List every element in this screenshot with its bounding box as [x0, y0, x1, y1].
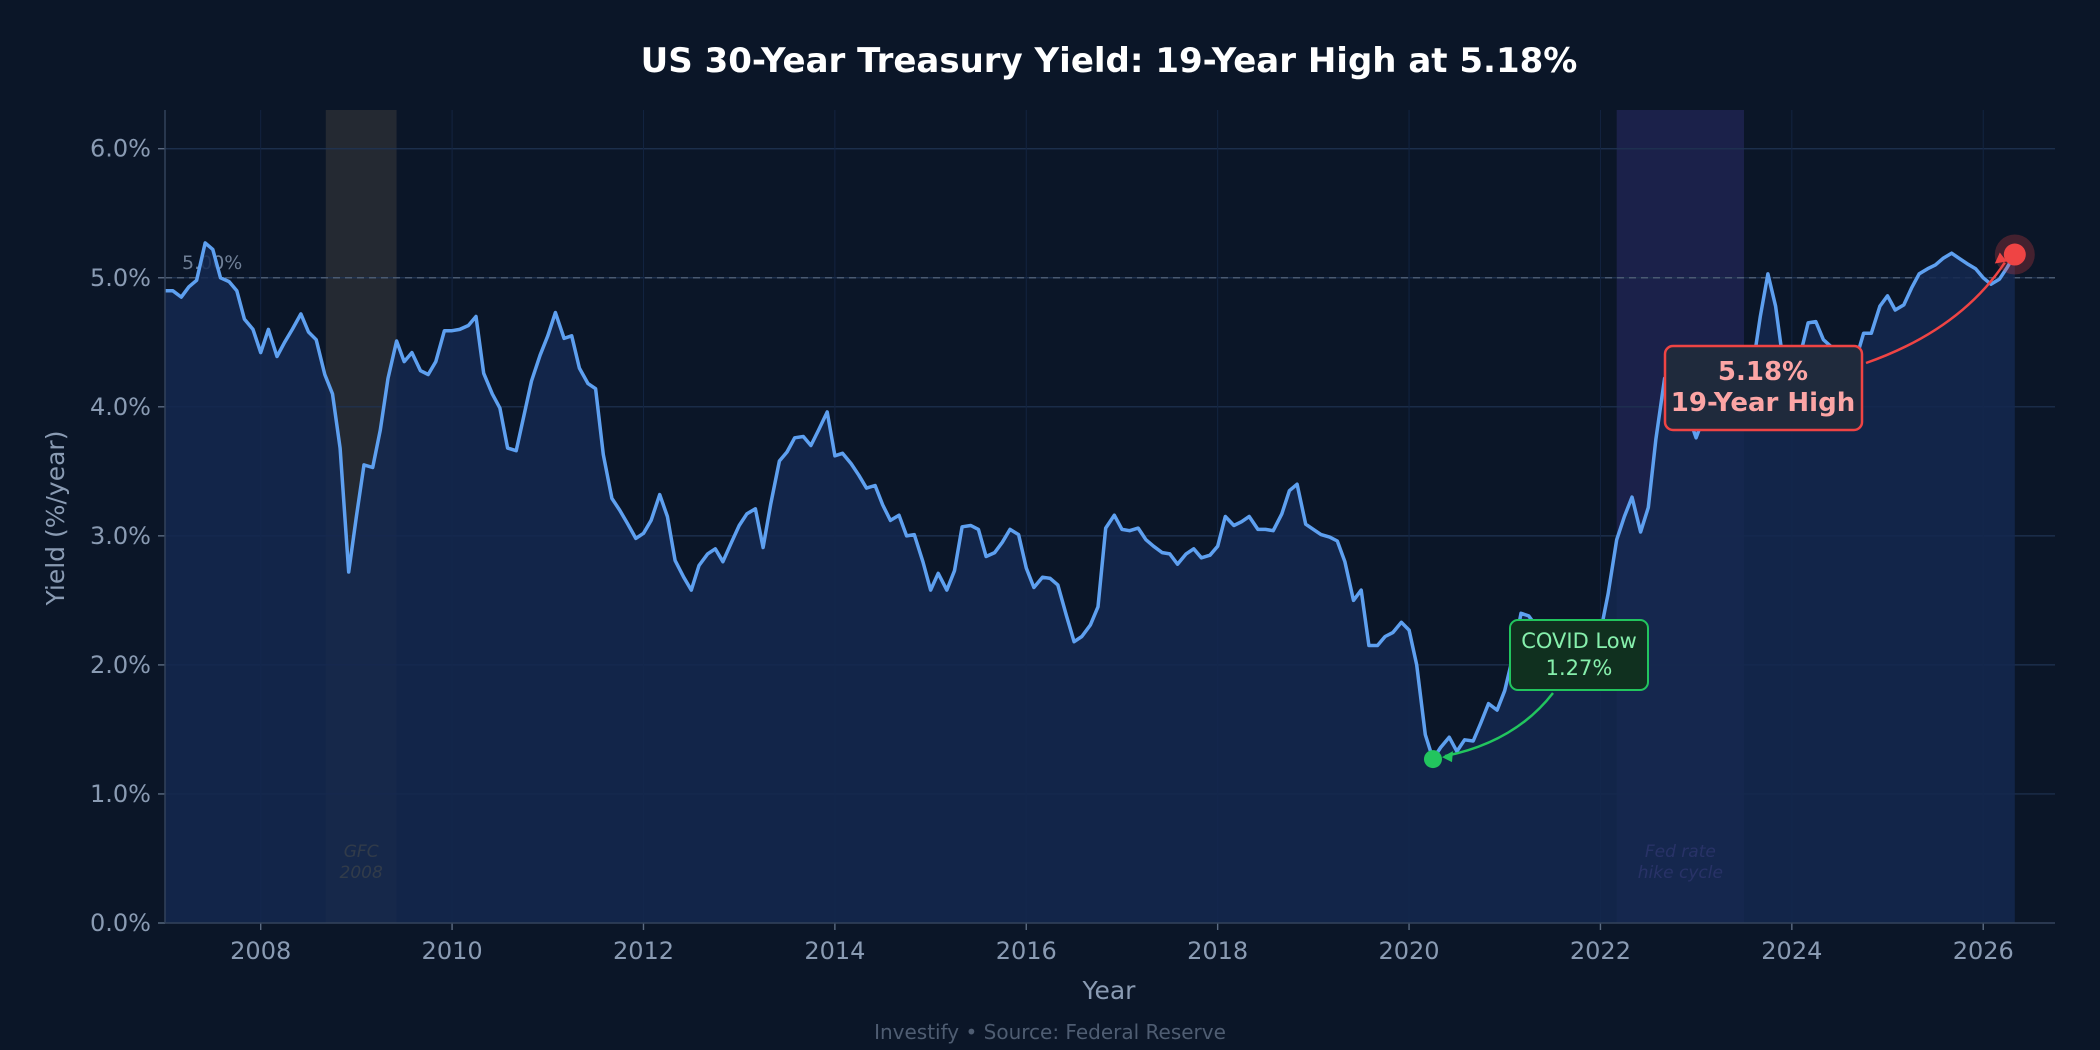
chart-title: US 30-Year Treasury Yield: 19-Year High …	[641, 41, 1578, 81]
footer-source: Investify • Source: Federal Reserve	[874, 1020, 1226, 1044]
x-tick-label: 2010	[422, 937, 483, 965]
x-axis-title: Year	[1082, 976, 1137, 1005]
high-callout-text-1: 19-Year High	[1671, 388, 1855, 418]
x-tick-label: 2026	[1953, 937, 2014, 965]
high-callout-text-0: 5.18%	[1718, 357, 1808, 387]
x-tick-label: 2020	[1379, 937, 1440, 965]
high-marker	[2003, 243, 2026, 266]
y-tick-label: 5.0%	[90, 264, 151, 292]
x-tick-label: 2008	[230, 937, 291, 965]
x-tick-label: 2012	[613, 937, 674, 965]
x-tick-label: 2018	[1187, 937, 1248, 965]
series-area	[165, 242, 2015, 923]
high-callout-box	[1663, 344, 1864, 432]
x-tick-label: 2022	[1570, 937, 1631, 965]
x-tick-label: 2016	[996, 937, 1057, 965]
low-callout-box	[1509, 619, 1649, 691]
low-marker	[1423, 750, 1442, 769]
y-tick-label: 3.0%	[90, 522, 151, 550]
low-arrow-head	[1441, 751, 1453, 763]
high-arrow	[1865, 261, 2006, 365]
y-tick-label: 0.0%	[90, 909, 151, 937]
high-arrow-head	[1994, 252, 2007, 264]
y-tick-label: 2.0%	[90, 651, 151, 679]
x-tick-label: 2014	[804, 937, 865, 965]
y-axis-title: Yield (%/year)	[41, 431, 70, 607]
y-tick-label: 1.0%	[90, 780, 151, 808]
x-tick-label: 2024	[1761, 937, 1822, 965]
y-tick-label: 6.0%	[90, 135, 151, 163]
low-arrow	[1444, 692, 1554, 758]
annotations: 5.18%19-Year High COVID Low 1.27%	[1423, 234, 2035, 769]
axes: 0.0% 1.0% 2.0% 3.0% 4.0% 5.0% 6.0% 2008 2010 2012…	[90, 110, 2055, 965]
y-tick-label: 4.0%	[90, 393, 151, 421]
low-callout-text-0: COVID Low	[1521, 629, 1637, 653]
low-callout-text-1: 1.27%	[1546, 656, 1613, 680]
